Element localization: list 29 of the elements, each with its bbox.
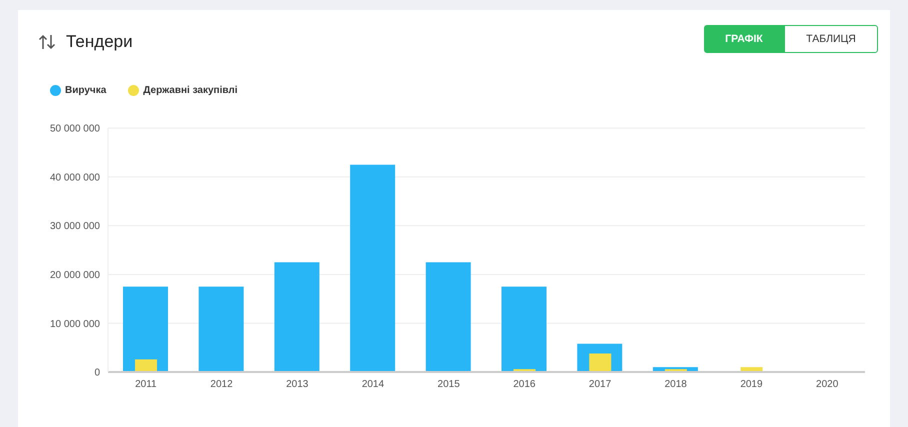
x-tick-label: 2016	[513, 379, 536, 390]
bar	[274, 262, 320, 372]
bar	[135, 359, 157, 372]
x-tick-label: 2019	[740, 379, 764, 390]
bar	[123, 286, 168, 372]
y-tick-label: 30 000 000	[50, 221, 100, 232]
x-tick-label: 2011	[135, 379, 158, 390]
x-tick-label: 2015	[438, 379, 460, 390]
y-tick-label: 0	[94, 368, 100, 379]
legend-label: Виручка	[65, 85, 106, 96]
legend-label: Державні закупівлі	[143, 85, 238, 96]
bar	[502, 286, 546, 372]
bar	[589, 353, 612, 372]
y-tick-label: 40 000 000	[50, 172, 100, 184]
y-tick-label: 20 000 000	[50, 270, 100, 282]
x-tick-label: 2012	[210, 379, 234, 390]
text: ТАБЛИЦЯ	[784, 25, 878, 53]
chart-title: Тендери	[66, 32, 133, 52]
bar	[198, 286, 244, 372]
bar	[426, 262, 471, 372]
bar	[350, 164, 396, 372]
x-tick-label: 2017	[588, 379, 612, 390]
y-tick-label: 10 000 000	[50, 318, 100, 330]
x-tick-label: 2013	[286, 379, 309, 390]
x-tick-label: 2014	[362, 379, 385, 390]
x-tick-label: 2020	[816, 379, 839, 390]
x-tick-label: 2018	[664, 379, 688, 390]
y-tick-label: 50 000 000	[50, 124, 100, 135]
text: ГРАФІК	[704, 25, 784, 53]
